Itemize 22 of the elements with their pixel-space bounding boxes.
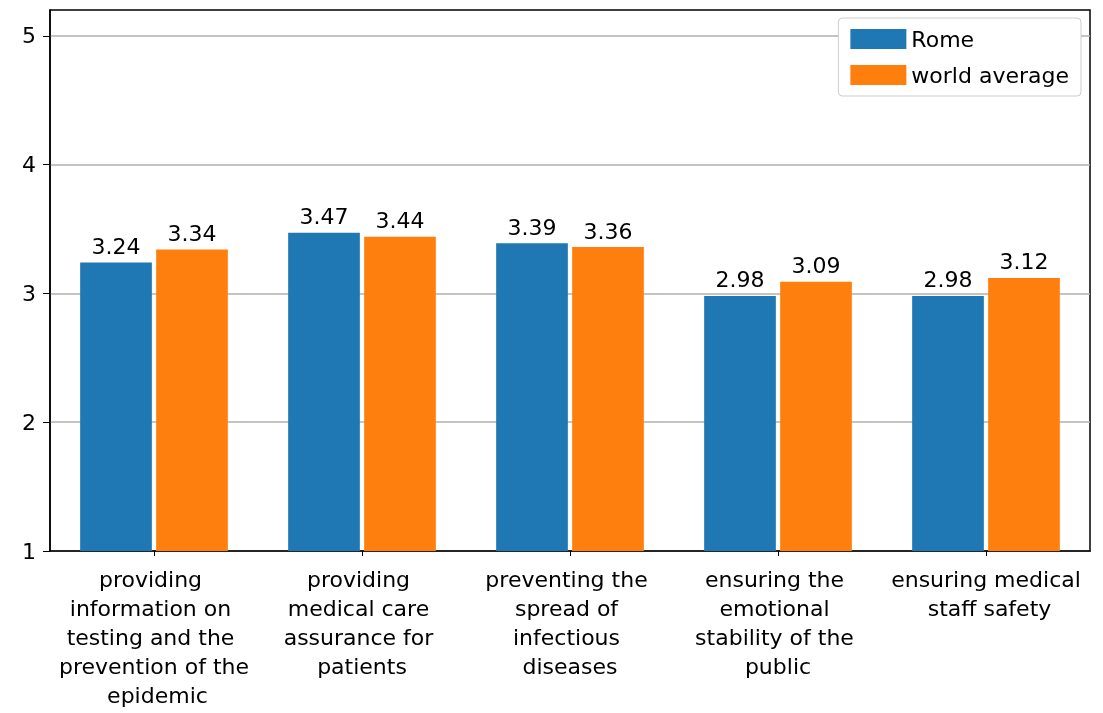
y-tick-label: 5 — [22, 23, 36, 49]
data-label: 3.36 — [583, 218, 633, 244]
legend-label: world average — [911, 62, 1070, 88]
legend-label: Rome — [911, 26, 975, 52]
y-tick-label: 4 — [22, 152, 36, 178]
x-tick-label: preventing the spread of infectious diseases — [485, 567, 655, 679]
y-tick-label: 1 — [22, 538, 36, 564]
data-label: 3.34 — [167, 221, 217, 247]
data-label: 3.09 — [791, 253, 841, 279]
x-tick-label: ensuring the emotional stability of the public — [695, 567, 861, 679]
data-label: 3.44 — [375, 208, 425, 234]
x-tick-label: providing information on testing and the prevention of the epidemic — [59, 567, 249, 708]
data-label: 3.39 — [507, 214, 557, 240]
x-tick-label: providing medical care assurance for patients — [283, 567, 441, 679]
x-tick-label: ensuring medical staff safety — [891, 567, 1081, 621]
y-tick-label: 3 — [22, 280, 36, 306]
data-label: 3.47 — [299, 204, 349, 230]
data-label: 3.12 — [999, 249, 1049, 275]
y-tick-label: 2 — [22, 409, 36, 435]
data-label: 2.98 — [715, 267, 765, 293]
data-label: 3.24 — [91, 233, 141, 259]
data-label: 2.98 — [923, 267, 973, 293]
